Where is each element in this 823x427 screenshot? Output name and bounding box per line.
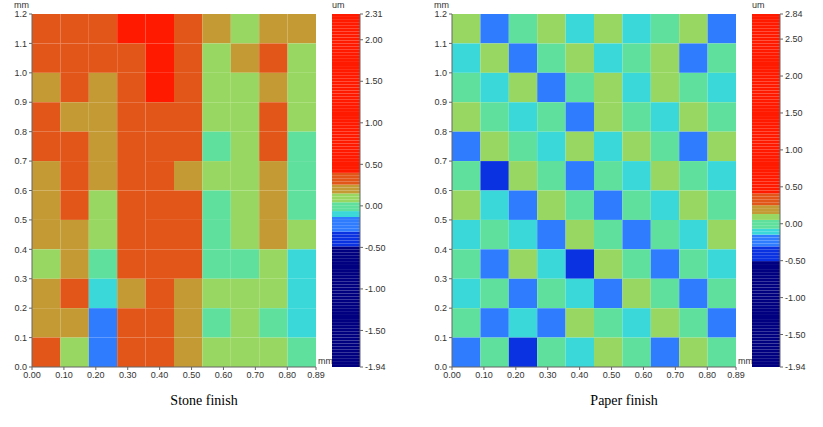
svg-text:0.1: 0.1: [434, 333, 447, 343]
svg-text:0.50: 0.50: [785, 182, 803, 192]
svg-text:-1.94: -1.94: [785, 362, 806, 372]
svg-text:0.00: 0.00: [23, 370, 41, 381]
svg-text:0.0: 0.0: [14, 362, 27, 372]
svg-text:-1.00: -1.00: [785, 293, 806, 303]
svg-text:1.50: 1.50: [785, 108, 803, 118]
svg-text:0.4: 0.4: [14, 245, 27, 255]
html-text:mm: mm: [738, 356, 753, 366]
html-text:mm: mm: [434, 0, 449, 10]
svg-text:1.0: 1.0: [434, 68, 447, 78]
svg-text:0.6: 0.6: [14, 186, 27, 196]
svg-text:2.31: 2.31: [365, 9, 383, 19]
svg-text:1.1: 1.1: [14, 39, 27, 49]
html-text:um: um: [752, 0, 765, 10]
svg-text:-1.00: -1.00: [365, 284, 386, 294]
svg-text:1.00: 1.00: [365, 118, 383, 128]
html-text:Stone finish: Stone finish: [170, 393, 238, 408]
svg-text:0.4: 0.4: [434, 245, 447, 255]
html-text:mm: mm: [318, 356, 333, 366]
svg-text:0.7: 0.7: [14, 156, 27, 166]
svg-text:0.20: 0.20: [87, 370, 105, 380]
svg-text:0.80: 0.80: [699, 370, 717, 380]
svg-text:0.0: 0.0: [434, 362, 447, 372]
svg-text:-0.50: -0.50: [365, 243, 386, 253]
svg-text:1.2: 1.2: [434, 9, 447, 19]
svg-text:0.2: 0.2: [14, 303, 27, 313]
svg-text:0.30: 0.30: [539, 370, 557, 380]
html-text:mm: mm: [14, 0, 29, 10]
svg-text:2.84: 2.84: [785, 9, 803, 19]
svg-text:0.30: 0.30: [119, 370, 137, 380]
svg-text:0.20: 0.20: [507, 370, 525, 380]
svg-text:0.7: 0.7: [434, 156, 447, 166]
svg-text:2.50: 2.50: [785, 34, 803, 44]
svg-text:0.5: 0.5: [434, 215, 447, 225]
svg-text:0.00: 0.00: [365, 201, 383, 211]
svg-text:1.00: 1.00: [785, 145, 803, 155]
svg-text:0.70: 0.70: [667, 370, 685, 380]
svg-text:0.3: 0.3: [434, 274, 447, 284]
svg-text:0.70: 0.70: [247, 370, 265, 380]
svg-text:0.89: 0.89: [727, 370, 745, 380]
svg-text:0.50: 0.50: [365, 160, 383, 170]
svg-text:2.00: 2.00: [785, 71, 803, 81]
svg-text:0.50: 0.50: [183, 370, 201, 380]
svg-text:0.40: 0.40: [151, 370, 169, 380]
svg-text:1.0: 1.0: [14, 68, 27, 78]
svg-text:0.10: 0.10: [475, 370, 493, 380]
svg-text:0.00: 0.00: [785, 219, 803, 229]
svg-text:-1.50: -1.50: [785, 330, 806, 340]
svg-text:0.2: 0.2: [434, 303, 447, 313]
svg-text:-0.50: -0.50: [785, 256, 806, 266]
svg-text:0.8: 0.8: [434, 127, 447, 137]
svg-text:0.9: 0.9: [14, 97, 27, 107]
svg-text:1.50: 1.50: [365, 76, 383, 86]
svg-text:0.60: 0.60: [215, 370, 233, 380]
svg-text:1.1: 1.1: [434, 39, 447, 49]
html-text:Paper finish: Paper finish: [590, 393, 658, 408]
html-text:um: um: [332, 0, 345, 10]
svg-text:2.00: 2.00: [365, 35, 383, 45]
svg-text:0.50: 0.50: [603, 370, 621, 380]
svg-text:0.60: 0.60: [635, 370, 653, 380]
svg-text:0.6: 0.6: [434, 186, 447, 196]
svg-text:-1.50: -1.50: [365, 326, 386, 336]
svg-text:0.1: 0.1: [14, 333, 27, 343]
svg-text:0.3: 0.3: [14, 274, 27, 284]
svg-text:0.80: 0.80: [279, 370, 297, 380]
svg-text:0.40: 0.40: [571, 370, 589, 380]
svg-text:0.89: 0.89: [307, 370, 325, 380]
svg-text:0.00: 0.00: [443, 370, 461, 381]
svg-text:0.5: 0.5: [14, 215, 27, 225]
svg-text:0.10: 0.10: [55, 370, 73, 380]
svg-text:-1.94: -1.94: [365, 362, 386, 372]
svg-text:0.8: 0.8: [14, 127, 27, 137]
svg-text:1.2: 1.2: [14, 9, 27, 19]
svg-text:0.9: 0.9: [434, 97, 447, 107]
